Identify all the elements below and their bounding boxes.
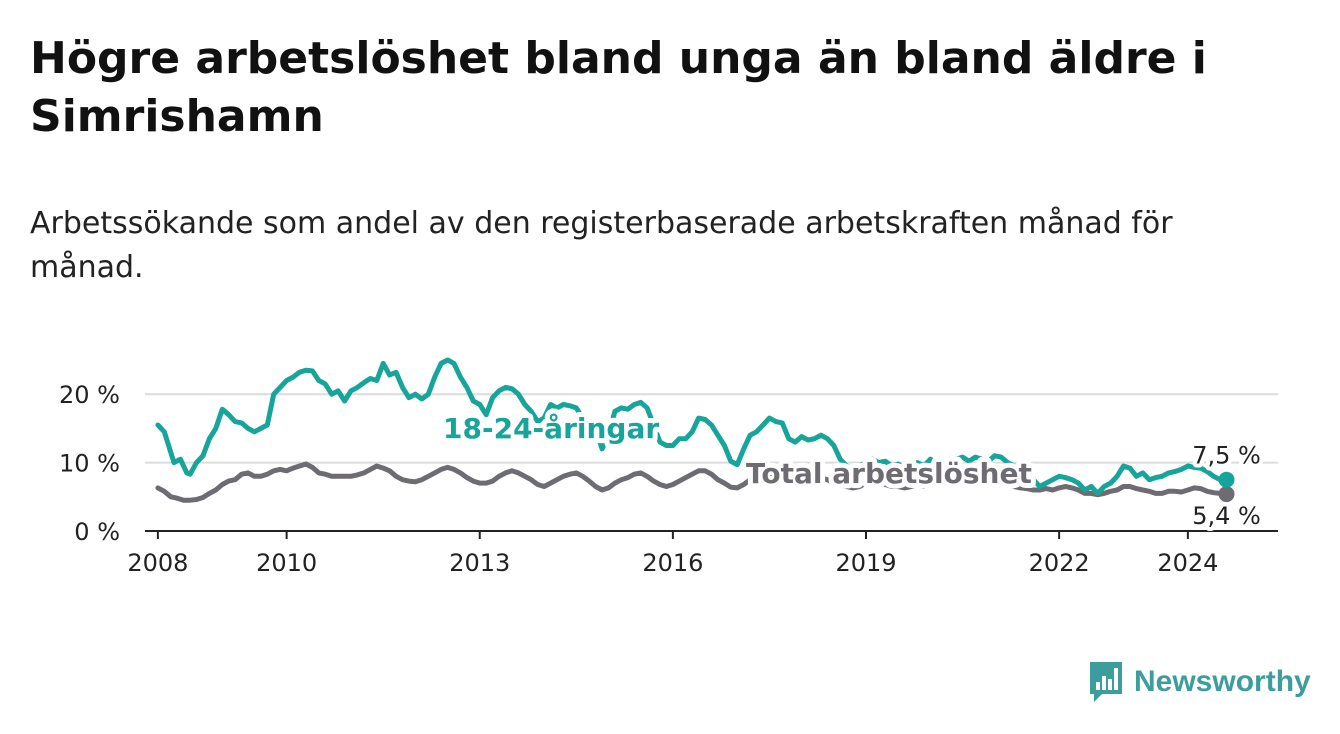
series-label-youth-halo: 18-24-åringar bbox=[443, 412, 659, 445]
x-tick-label: 2008 bbox=[127, 549, 188, 577]
x-axis: 2008 2010 2013 2016 2019 2022 2024 bbox=[127, 530, 1278, 577]
series-end-point-total bbox=[1218, 486, 1235, 503]
end-label-youth: 7,5 % bbox=[1192, 442, 1261, 470]
series-label-youth: 18-24-åringar bbox=[443, 412, 659, 445]
series-end-point-youth bbox=[1218, 471, 1235, 488]
end-label-youth-halo: 7,5 % bbox=[1192, 442, 1261, 470]
end-label-total: 5,4 % bbox=[1192, 502, 1261, 530]
end-label-total-halo: 5,4 % bbox=[1192, 502, 1261, 530]
brand-name: Newsworthy bbox=[1134, 665, 1311, 698]
x-tick-label: 2019 bbox=[835, 549, 896, 577]
y-tick-label: 10 % bbox=[59, 450, 120, 478]
bar-chart-speech-bubble-icon bbox=[1090, 662, 1122, 702]
y-tick-label: 0 % bbox=[74, 518, 120, 546]
y-tick-label: 20 % bbox=[59, 381, 120, 409]
x-tick-label: 2022 bbox=[1029, 549, 1090, 577]
y-axis-ticks: 0 % 10 % 20 % bbox=[59, 381, 120, 546]
x-tick-label: 2024 bbox=[1157, 549, 1218, 577]
series-line-total bbox=[155, 461, 1229, 503]
x-tick-label: 2016 bbox=[642, 549, 703, 577]
series-label-total: Total arbetslöshet bbox=[746, 457, 1032, 490]
chart-title: Högre arbetslöshet bland unga än bland ä… bbox=[30, 33, 1207, 142]
x-tick-label: 2013 bbox=[449, 549, 510, 577]
series-line-youth bbox=[155, 357, 1229, 496]
series-label-total-halo: Total arbetslöshet bbox=[746, 457, 1032, 490]
series-lines bbox=[155, 357, 1235, 503]
x-tick-label: 2010 bbox=[256, 549, 317, 577]
chart-subtitle: Arbetssökande som andel av den registerb… bbox=[30, 206, 1173, 285]
line-chart: 0 % 10 % 20 % 2008 2010 2013 2016 2019 2022 2024… bbox=[59, 357, 1278, 577]
newsworthy-brand: Newsworthy bbox=[1088, 660, 1311, 704]
